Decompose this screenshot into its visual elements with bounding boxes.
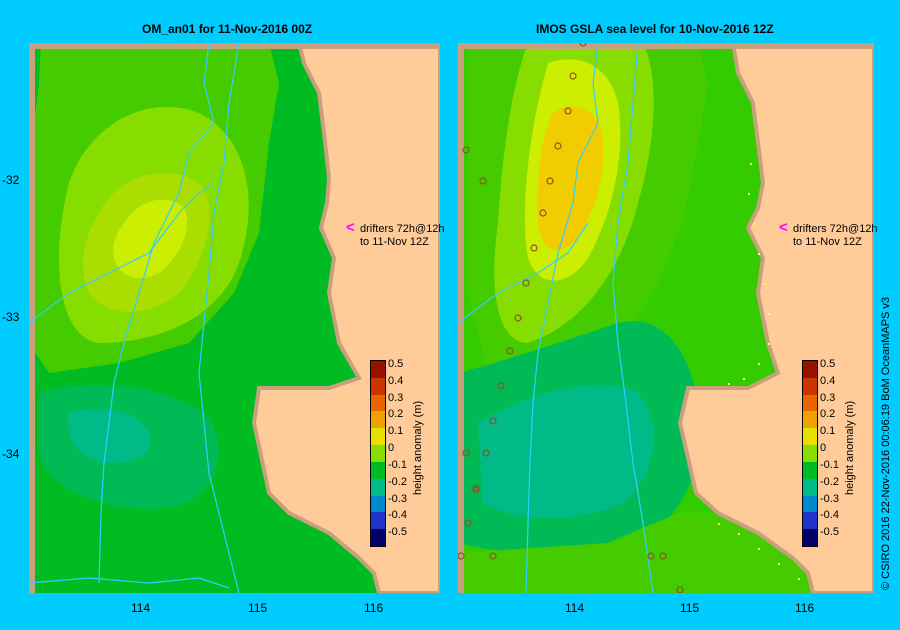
colorbar-tick-label: 0.3 — [820, 391, 836, 404]
colorbar-swatch — [371, 361, 385, 379]
drifter-note-line1: drifters 72h@12h — [360, 223, 445, 235]
left-panel-title: OM_an01 for 11-Nov-2016 00Z — [142, 22, 313, 36]
contour-pos-04 — [113, 199, 188, 278]
contour-pos-04 — [537, 106, 604, 251]
drifter-track-2 — [198, 43, 240, 593]
x-tick-label: 116 — [795, 601, 815, 615]
colorbar-tick-label: -0.3 — [388, 492, 407, 505]
right-sea-level-map — [458, 43, 874, 593]
colorbar-tick-label: -0.3 — [820, 492, 839, 505]
drifter-note-line1: drifters 72h@12h — [793, 223, 878, 235]
contour-neg-02 — [68, 409, 150, 463]
x-tick-label: 115 — [248, 601, 268, 615]
colorbar-swatch — [803, 428, 817, 446]
colorbar-swatch — [371, 445, 385, 463]
drifter-track-1 — [525, 43, 599, 593]
x-tick-label: 115 — [680, 601, 700, 615]
contour-neg-02 — [478, 384, 654, 518]
drifter-track-1 — [98, 43, 215, 584]
credit-text: © CSIRO 2016 22-Nov-2016 00:06:19 BoM Oc… — [880, 296, 892, 590]
colorbar-swatch — [803, 461, 817, 480]
drifter-arrow-icon: < — [779, 219, 788, 236]
colorbar-tick-label: -0.5 — [820, 526, 839, 539]
drifter-track-4 — [29, 577, 230, 589]
colorbar-swatch — [803, 411, 817, 429]
colorbar-swatch — [371, 478, 385, 497]
colorbar-tick-label: -0.4 — [388, 509, 407, 522]
y-tick-label: -32 — [2, 173, 20, 187]
map-top-border — [458, 43, 874, 49]
colorbar-swatch — [371, 529, 385, 547]
colorbar-tick-label: 0 — [820, 442, 827, 455]
right-panel-title: IMOS GSLA sea level for 10-Nov-2016 12Z — [536, 22, 774, 36]
colorbar-swatch — [371, 461, 385, 480]
colorbar-swatch — [371, 411, 385, 429]
right-map-panel — [458, 43, 874, 593]
colorbar-swatch — [803, 394, 817, 412]
colorbar-swatches — [802, 360, 818, 547]
colorbar-tick-label: -0.1 — [820, 458, 839, 471]
colorbar-swatch — [803, 529, 817, 547]
colorbar-tick-label: 0.2 — [388, 408, 404, 421]
drifter-track-3 — [29, 182, 215, 324]
colorbar-tick-label: -0.2 — [388, 475, 407, 488]
y-tick-label: -34 — [2, 447, 20, 461]
map-top-border — [29, 43, 440, 49]
land-mass — [677, 43, 874, 593]
drifter-annotation-right: < drifters 72h@12h to 11-Nov 12Z — [779, 220, 878, 249]
colorbar-title: height anomaly (m) — [844, 400, 856, 495]
colorbar-swatch — [803, 512, 817, 530]
colorbar-swatch — [371, 377, 385, 396]
colorbar-title: height anomaly (m) — [412, 400, 424, 495]
colorbar-tick-label: 0.5 — [388, 358, 404, 370]
drifter-arrow-icon: < — [346, 219, 355, 236]
colorbar-swatch — [371, 394, 385, 412]
map-left-border — [458, 43, 464, 593]
colorbar-swatch — [803, 495, 817, 513]
land-mass — [251, 43, 440, 593]
drifter-note-line2: to 11-Nov 12Z — [360, 236, 429, 248]
colorbar-swatch — [803, 478, 817, 497]
colorbar-tick-label: 0.5 — [820, 358, 836, 370]
colorbar-tick-label: 0.4 — [388, 374, 404, 387]
colorbar-tick-label: -0.4 — [820, 509, 839, 522]
left-sea-level-map — [29, 43, 440, 593]
y-tick-label: -33 — [2, 310, 20, 324]
left-map-panel — [29, 43, 440, 593]
colorbar-tick-label: 0.1 — [388, 425, 404, 438]
drifter-track-3 — [458, 222, 589, 324]
colorbar-tick-label: 0.4 — [820, 374, 836, 387]
colorbar-tick-label: 0.2 — [820, 408, 836, 421]
colorbar-tick-label: 0 — [388, 442, 395, 455]
colorbar-tick-label: 0.3 — [388, 391, 404, 404]
x-tick-label: 116 — [364, 601, 384, 615]
colorbar-swatch — [803, 361, 817, 379]
drifter-annotation-left: < drifters 72h@12h to 11-Nov 12Z — [346, 220, 445, 249]
drifter-note-line2: to 11-Nov 12Z — [793, 236, 862, 248]
colorbar-tick-label: -0.5 — [388, 526, 407, 539]
colorbar-swatch — [371, 512, 385, 530]
x-tick-label: 114 — [131, 601, 151, 615]
colorbar-tick-label: 0.1 — [820, 425, 836, 438]
x-tick-label: 114 — [565, 601, 585, 615]
drifter-track-points — [718, 163, 800, 580]
colorbar-tick-label: -0.2 — [820, 475, 839, 488]
map-left-border — [29, 43, 35, 593]
colorbar-swatch — [371, 495, 385, 513]
drifter-track-2 — [612, 43, 654, 593]
colorbar-swatch — [371, 428, 385, 446]
colorbar-swatches — [370, 360, 386, 547]
colorbar-tick-label: -0.1 — [388, 458, 407, 471]
contour-south-green — [458, 513, 813, 593]
colorbar-swatch — [803, 445, 817, 463]
colorbar-swatch — [803, 377, 817, 396]
drifter-markers — [458, 43, 684, 593]
